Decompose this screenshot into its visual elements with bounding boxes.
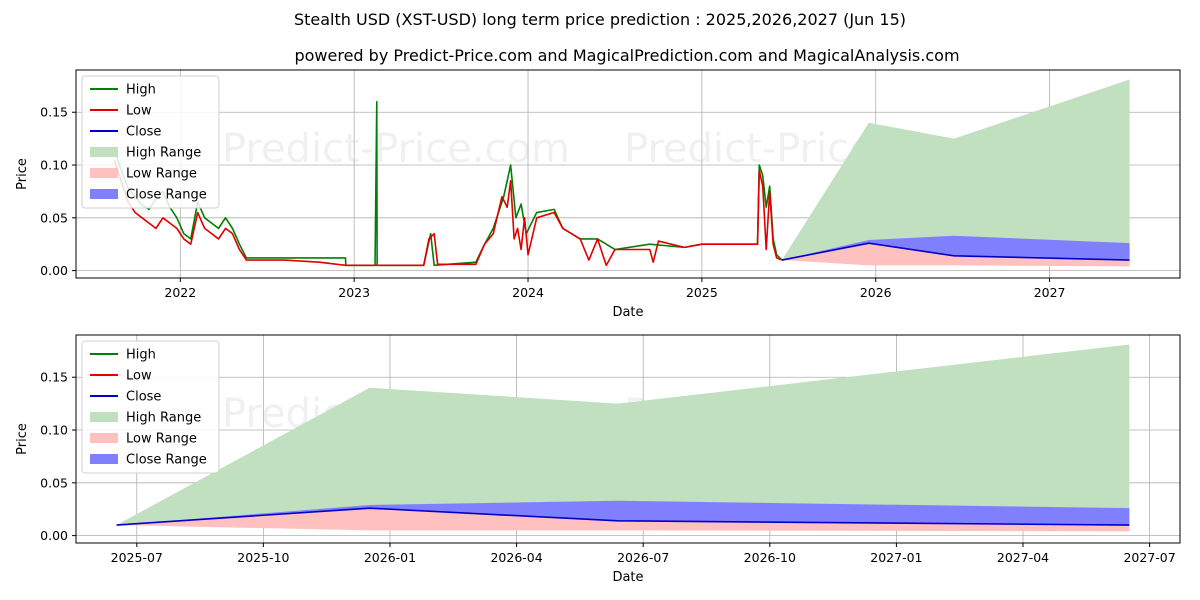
legend-label: Low Range bbox=[126, 432, 197, 447]
close-range-band bbox=[116, 500, 1130, 526]
legend-swatch bbox=[90, 189, 118, 199]
legend-swatch bbox=[90, 168, 118, 178]
chart-title: Stealth USD (XST-USD) long term price pr… bbox=[294, 10, 906, 29]
plot-content bbox=[113, 79, 1130, 267]
bottom-prediction-chart: Predict-Price.comPredict-Price.comPredic… bbox=[15, 334, 1181, 588]
y-axis-label: Price bbox=[15, 158, 30, 190]
y-tick-label: 0.00 bbox=[40, 263, 68, 278]
x-tick-label: 2026-10 bbox=[744, 550, 796, 565]
legend-swatch bbox=[90, 454, 118, 464]
x-axis-label: Date bbox=[612, 305, 643, 320]
y-tick-label: 0.00 bbox=[40, 528, 68, 543]
x-tick-label: 2025 bbox=[686, 285, 718, 300]
legend-label: High Range bbox=[126, 146, 201, 161]
x-tick-label: 2024 bbox=[512, 285, 544, 300]
plot-frame bbox=[75, 334, 1181, 544]
low-range-band bbox=[116, 508, 1130, 532]
chart-subtitle: powered by Predict-Price.com and Magical… bbox=[294, 46, 959, 65]
x-tick-label: 2023 bbox=[338, 285, 370, 300]
x-tick-label: 2026-07 bbox=[617, 550, 669, 565]
y-tick-label: 0.10 bbox=[40, 158, 68, 173]
legend-label: High Range bbox=[126, 411, 201, 426]
close-price-line bbox=[116, 507, 1130, 526]
x-tick-label: 2027-07 bbox=[1123, 550, 1175, 565]
legend-label: Low Range bbox=[126, 167, 197, 182]
legend-label: Low bbox=[126, 369, 152, 384]
plot-content bbox=[116, 344, 1130, 532]
high-range-band bbox=[781, 79, 1130, 261]
legend-label: Close Range bbox=[126, 453, 207, 468]
high-range-band bbox=[116, 344, 1130, 526]
legend-label: Close Range bbox=[126, 188, 207, 203]
x-tick-label: 2022 bbox=[164, 285, 196, 300]
legend-label: Close bbox=[126, 390, 161, 405]
x-tick-label: 2025-07 bbox=[111, 550, 163, 565]
x-axis-label: Date bbox=[612, 570, 643, 585]
top-price-history-chart: Predict-Price.com Predict-Price.com Predic… bbox=[15, 69, 1181, 323]
watermark: Predict-Price.com bbox=[222, 277, 570, 323]
watermark: Predict-Price.com bbox=[624, 277, 972, 323]
x-tick-label: 2027-01 bbox=[870, 550, 922, 565]
close-range-band bbox=[781, 235, 1130, 261]
x-tick-label: 2026-01 bbox=[364, 550, 416, 565]
watermark: Predict-Price.com bbox=[222, 126, 570, 172]
close-price-line bbox=[781, 242, 1130, 261]
legend: High Low Close High Range Low Range Close Ran… bbox=[81, 75, 220, 209]
legend-swatch bbox=[90, 147, 118, 157]
legend-swatch bbox=[90, 412, 118, 422]
legend: High Low Close High Range Low Range Close Ran… bbox=[81, 340, 220, 474]
y-tick-label: 0.10 bbox=[40, 423, 68, 438]
y-tick-label: 0.15 bbox=[40, 105, 68, 120]
x-tick-label: 2027-04 bbox=[997, 550, 1049, 565]
x-tick-label: 2025-10 bbox=[237, 550, 289, 565]
y-tick-label: 0.15 bbox=[40, 370, 68, 385]
y-axis-label: Price bbox=[15, 423, 30, 455]
x-tick-label: 2027 bbox=[1034, 285, 1066, 300]
legend-swatch bbox=[90, 433, 118, 443]
legend-label: High bbox=[126, 348, 156, 363]
low-range-band bbox=[781, 243, 1130, 267]
watermark: Predict-Price.com bbox=[222, 542, 570, 588]
x-tick-label: 2026-04 bbox=[490, 550, 542, 565]
low-price-line bbox=[113, 159, 783, 267]
x-tick-label: 2026 bbox=[860, 285, 892, 300]
watermark: Predict-Price.com bbox=[624, 542, 972, 588]
legend-label: High bbox=[126, 83, 156, 98]
legend-label: Low bbox=[126, 104, 152, 119]
plot-frame bbox=[75, 69, 1181, 279]
legend-label: Close bbox=[126, 125, 161, 140]
y-tick-label: 0.05 bbox=[40, 475, 68, 490]
y-tick-label: 0.05 bbox=[40, 210, 68, 225]
